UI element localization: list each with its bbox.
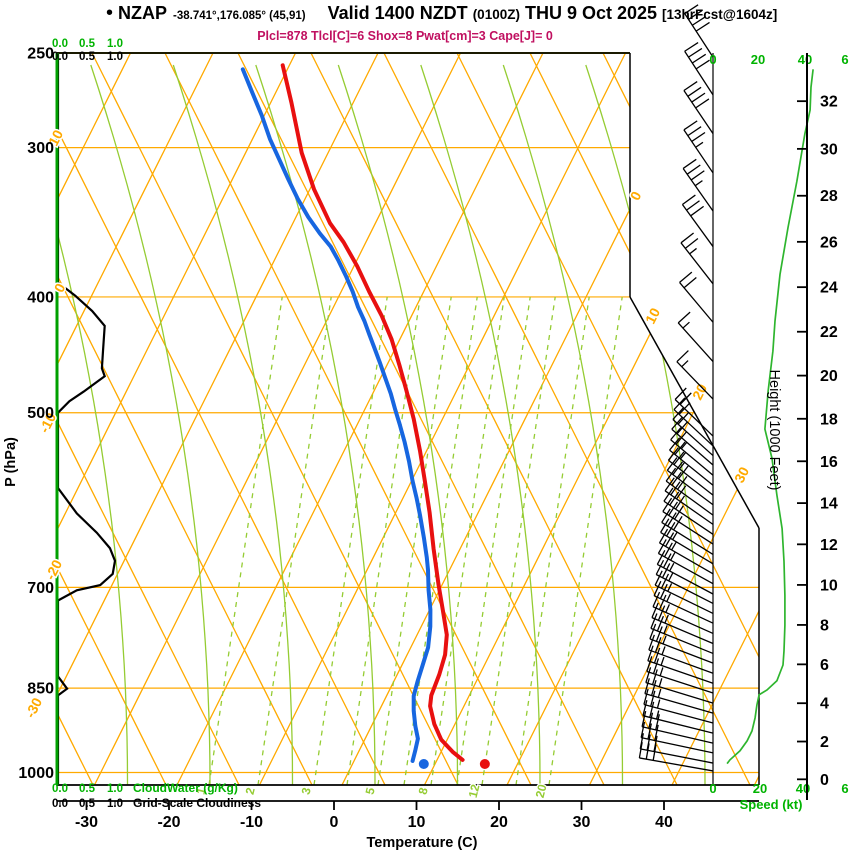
svg-text:12: 12 — [466, 783, 483, 800]
dewpoint-curve — [240, 67, 433, 763]
svg-text:10: 10 — [820, 577, 838, 594]
svg-text:6: 6 — [841, 781, 848, 796]
svg-text:850: 850 — [27, 681, 54, 698]
svg-text:0.0: 0.0 — [52, 783, 68, 795]
isotherm-lines — [57, 53, 759, 785]
svg-text:0.5: 0.5 — [79, 38, 96, 50]
svg-text:1.0: 1.0 — [107, 783, 123, 795]
svg-text:6: 6 — [820, 657, 829, 674]
plot-area — [57, 53, 759, 785]
svg-text:26: 26 — [820, 234, 838, 251]
svg-text:Speed (kt): Speed (kt) — [740, 797, 803, 812]
svg-text:0: 0 — [709, 52, 716, 67]
svg-text:-10: -10 — [240, 814, 263, 831]
wind-speed-curve — [726, 69, 814, 765]
svg-text:30: 30 — [573, 814, 591, 831]
svg-text:40: 40 — [796, 781, 810, 796]
svg-text:20: 20 — [689, 381, 710, 402]
valid-date: THU 9 Oct 2025 — [524, 3, 658, 23]
svg-text:3: 3 — [299, 786, 314, 796]
svg-text:0: 0 — [820, 772, 829, 789]
svg-text:8: 8 — [416, 786, 431, 796]
svg-text:Temperature (C): Temperature (C) — [367, 835, 478, 851]
svg-text:Grid-Scale Cloudiness: Grid-Scale Cloudiness — [133, 796, 261, 810]
svg-text:500: 500 — [27, 405, 54, 422]
svg-text:22: 22 — [820, 324, 838, 341]
svg-text:4: 4 — [820, 696, 829, 713]
svg-text:0: 0 — [330, 814, 339, 831]
station-bullet-icon: • — [106, 2, 114, 24]
svg-text:1.0: 1.0 — [107, 51, 123, 63]
svg-text:5: 5 — [363, 786, 378, 796]
mixing-ratio-lines — [208, 296, 623, 785]
station-coordinates: -38.741°,176.085° (45,91) — [173, 10, 306, 22]
svg-text:20: 20 — [751, 52, 765, 67]
svg-text:400: 400 — [27, 289, 54, 306]
svg-text:300: 300 — [27, 140, 54, 157]
svg-text:0: 0 — [709, 781, 716, 796]
svg-text:0.5: 0.5 — [79, 783, 96, 795]
moist-adiabat-lines — [57, 64, 759, 785]
svg-text:20: 20 — [533, 783, 550, 800]
svg-text:20: 20 — [753, 781, 767, 796]
svg-text:1.0: 1.0 — [107, 38, 123, 50]
cloud-scales: 0.00.00.00.00.50.50.50.51.01.01.01.0Clou… — [52, 38, 261, 810]
svg-text:14: 14 — [820, 496, 838, 513]
svg-text:40: 40 — [655, 814, 673, 831]
svg-text:16: 16 — [820, 454, 838, 471]
svg-text:2: 2 — [820, 734, 829, 751]
temperature-axis: -30 -20 -10 0 10 20 30 40 Temperature (C) — [57, 800, 759, 851]
svg-text:6: 6 — [841, 52, 848, 67]
dry-adiabat-lines — [57, 53, 759, 785]
svg-text:32: 32 — [820, 94, 838, 111]
svg-text:0.5: 0.5 — [79, 51, 96, 63]
svg-text:30: 30 — [820, 141, 838, 158]
svg-text:18: 18 — [820, 411, 838, 428]
svg-text:-30: -30 — [75, 814, 98, 831]
svg-text:24: 24 — [820, 280, 838, 297]
station-id: NZAP — [118, 3, 168, 23]
svg-text:12: 12 — [820, 537, 838, 554]
svg-text:Height (1000 Feet): Height (1000 Feet) — [766, 370, 782, 491]
svg-text:20: 20 — [820, 368, 838, 385]
svg-text:250: 250 — [27, 46, 54, 63]
svg-text:10: 10 — [408, 814, 426, 831]
temperature-curve — [280, 63, 465, 762]
surface-dewpoint-dot — [418, 759, 429, 770]
svg-text:20: 20 — [490, 814, 508, 831]
surface-temperature-dot — [479, 759, 490, 770]
svg-text:8: 8 — [820, 617, 829, 634]
svg-text:CloudWater (g/Kg): CloudWater (g/Kg) — [133, 781, 238, 795]
svg-text:0.0: 0.0 — [52, 38, 68, 50]
svg-text:1000: 1000 — [18, 765, 54, 782]
svg-text:40: 40 — [798, 52, 812, 67]
svg-text:-30: -30 — [22, 695, 46, 720]
svg-text:-20: -20 — [42, 557, 66, 582]
svg-text:28: 28 — [820, 188, 838, 205]
svg-text:-20: -20 — [157, 814, 180, 831]
sounding-parameters: Plcl=878 Tlcl[C]=6 Shox=8 Pwat[cm]=3 Cap… — [257, 29, 553, 43]
svg-text:2: 2 — [243, 786, 258, 796]
valid-time-zulu: (0100Z) — [472, 7, 520, 22]
valid-time: Valid 1400 NZDT — [327, 3, 468, 23]
svg-text:700: 700 — [27, 580, 54, 597]
svg-text:0.0: 0.0 — [52, 51, 68, 63]
pressure-axis: 250 300 400 500 700 850 1000 P (hPa) — [3, 46, 54, 782]
plot-border — [55, 52, 760, 786]
wind-barbs — [638, 4, 714, 772]
svg-text:P (hPa): P (hPa) — [3, 437, 19, 487]
